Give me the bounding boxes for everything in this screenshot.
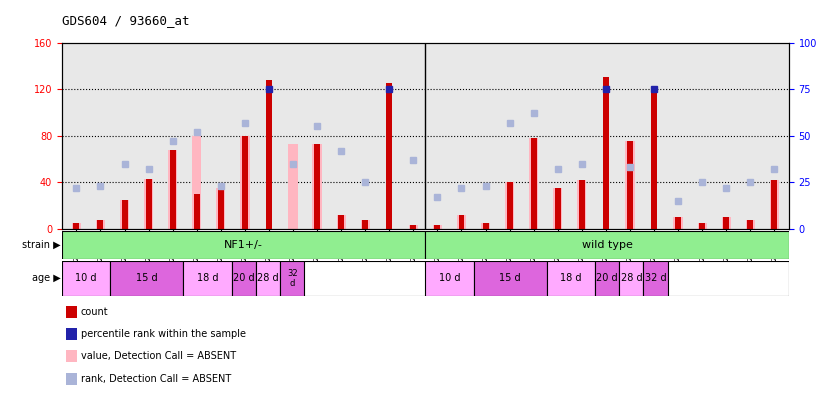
Bar [144,179,154,229]
Text: GDS604 / 93660_at: GDS604 / 93660_at [62,14,189,27]
Bar [411,225,416,229]
Bar [547,261,595,296]
Bar [529,138,539,229]
Bar [770,180,779,229]
Bar [97,220,103,229]
Bar [72,223,81,229]
Text: strain ▶: strain ▶ [21,240,60,250]
Text: rank, Detection Call = ABSENT: rank, Detection Call = ABSENT [81,374,231,384]
Text: 10 d: 10 d [75,273,97,283]
Text: 20 d: 20 d [596,273,618,283]
Bar [363,220,368,229]
Bar [338,215,344,229]
Bar [531,138,537,229]
Bar [620,261,643,296]
Text: 28 d: 28 d [257,273,278,283]
Bar [425,261,474,296]
Bar [62,261,111,296]
Bar [409,225,418,229]
Bar [675,217,681,229]
Text: 28 d: 28 d [620,273,642,283]
Bar [748,220,753,229]
Text: age ▶: age ▶ [31,273,60,283]
Bar [651,89,657,229]
Bar [474,261,547,296]
Bar [145,179,152,229]
Text: 15 d: 15 d [136,273,158,283]
Bar [62,231,425,259]
Bar [697,223,707,229]
Bar [458,215,464,229]
Bar [256,261,280,296]
Text: 32 d: 32 d [645,273,667,283]
Bar [121,200,127,229]
Text: 10 d: 10 d [439,273,460,283]
Bar [168,149,178,229]
Bar [643,261,667,296]
Text: 15 d: 15 d [500,273,521,283]
Bar [280,261,304,296]
Bar [194,194,200,229]
Bar [595,261,620,296]
Bar [579,180,585,229]
Bar [603,77,609,229]
Bar [457,215,466,229]
Bar [627,141,633,229]
Bar [111,261,183,296]
Bar [482,223,488,229]
Bar [314,144,320,229]
Bar [722,217,731,229]
Bar [231,261,256,296]
Bar [481,223,490,229]
Text: percentile rank within the sample: percentile rank within the sample [81,329,246,339]
Bar [771,180,777,229]
Bar [746,220,755,229]
Text: 18 d: 18 d [197,273,218,283]
Bar [434,225,440,229]
Bar [266,80,272,229]
Bar [553,188,563,229]
Text: wild type: wild type [582,240,633,250]
Text: value, Detection Call = ABSENT: value, Detection Call = ABSENT [81,352,236,361]
Bar [169,149,176,229]
Bar [312,144,321,229]
Text: 32
d: 32 d [287,269,297,288]
Bar [724,217,729,229]
Bar [625,141,634,229]
Text: 18 d: 18 d [560,273,582,283]
Bar [218,188,224,229]
Bar [240,136,249,229]
Bar [288,144,297,229]
Bar [673,217,683,229]
Bar [336,215,346,229]
Bar [120,200,129,229]
Bar [425,231,789,259]
Bar [699,223,705,229]
Bar [505,182,515,229]
Bar [96,220,105,229]
Bar [387,83,392,229]
Bar [242,136,248,229]
Bar [192,136,202,229]
Bar [216,188,225,229]
Text: NF1+/-: NF1+/- [224,240,263,250]
Bar [74,223,79,229]
Bar [433,225,442,229]
Bar [577,180,586,229]
Bar [361,220,370,229]
Bar [506,182,513,229]
Text: 20 d: 20 d [233,273,254,283]
Text: count: count [81,307,108,317]
Bar [183,261,231,296]
Bar [555,188,561,229]
